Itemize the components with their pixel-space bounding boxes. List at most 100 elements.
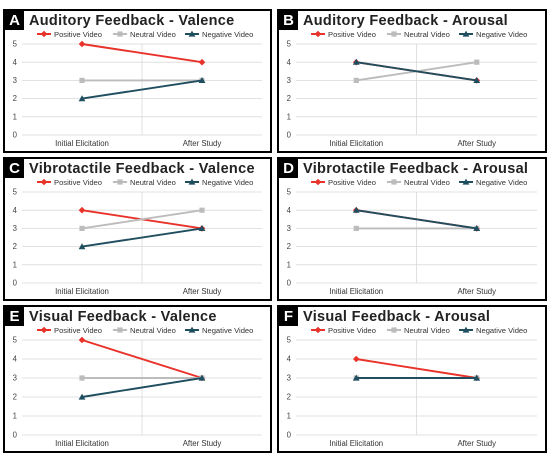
- data-point: [352, 58, 360, 65]
- y-tick-label: 1: [287, 112, 291, 121]
- x-tick-label: Initial Elicitation: [329, 287, 383, 296]
- legend-marker: [314, 178, 322, 186]
- legend-marker: [117, 31, 123, 37]
- y-tick-label: 3: [287, 76, 291, 85]
- data-point: [78, 206, 86, 214]
- data-point: [79, 375, 85, 381]
- legend-label: Neutral Video: [130, 30, 176, 39]
- y-tick-label: 2: [13, 242, 17, 251]
- data-point: [79, 77, 85, 83]
- legend-marker: [188, 326, 196, 333]
- data-point: [199, 207, 205, 213]
- chart-area: Positive Video Neutral Video Negative Vide…: [287, 30, 537, 148]
- legend-marker: [391, 179, 397, 185]
- panel-letter: D: [279, 159, 298, 178]
- y-tick-label: 1: [13, 260, 17, 269]
- legend-label: Neutral Video: [404, 326, 450, 335]
- legend-marker: [462, 30, 470, 37]
- data-point: [198, 58, 206, 66]
- legend-label: Neutral Video: [404, 178, 450, 187]
- panel-title: Visual Feedback - Valence: [29, 309, 217, 325]
- chart-area: Positive Video Neutral Video Negative Vide…: [287, 178, 537, 296]
- legend-label: Positive Video: [54, 30, 102, 39]
- y-tick-label: 3: [13, 76, 17, 85]
- y-tick-label: 4: [13, 355, 18, 364]
- panel-title: Vibrotactile Feedback - Arousal: [303, 161, 529, 177]
- data-point: [198, 77, 206, 83]
- legend-marker: [314, 30, 322, 38]
- y-tick-label: 0: [287, 279, 292, 288]
- y-tick-label: 5: [13, 40, 18, 49]
- y-tick-label: 4: [13, 206, 18, 215]
- y-tick-label: 4: [287, 206, 292, 215]
- data-point: [198, 225, 206, 231]
- legend-label: Negative Video: [202, 326, 253, 335]
- y-tick-label: 3: [13, 374, 17, 383]
- x-tick-label: Initial Elicitation: [329, 439, 383, 448]
- legend-marker: [188, 30, 196, 37]
- y-tick-label: 2: [287, 94, 291, 103]
- x-tick-label: After Study: [183, 139, 222, 148]
- legend-marker: [391, 327, 397, 333]
- y-tick-label: 1: [287, 412, 291, 421]
- panel-d: D Vibrotactile Feedback - Arousal Positi…: [277, 157, 547, 301]
- data-point: [352, 355, 360, 363]
- legend-label: Negative Video: [476, 178, 527, 187]
- data-point: [78, 393, 86, 400]
- data-point: [352, 374, 360, 381]
- legend-marker: [462, 178, 470, 185]
- data-point: [79, 225, 85, 231]
- x-tick-label: After Study: [457, 139, 496, 148]
- series-line-negative-video: [81, 79, 203, 100]
- x-tick-label: After Study: [183, 287, 222, 296]
- chart-area: Positive Video Neutral Video Negative Vide…: [13, 178, 262, 296]
- series-line-neutral-video: [81, 209, 203, 230]
- y-tick-label: 5: [287, 188, 292, 197]
- data-point: [353, 77, 359, 83]
- legend-label: Positive Video: [328, 30, 376, 39]
- legend-marker: [117, 179, 123, 185]
- y-tick-label: 0: [13, 279, 18, 288]
- y-tick-label: 5: [13, 336, 18, 345]
- legend-label: Positive Video: [54, 326, 102, 335]
- panel-title: Visual Feedback - Arousal: [303, 309, 491, 325]
- y-tick-label: 3: [287, 374, 291, 383]
- chart-area: Positive Video Neutral Video Negative Vide…: [13, 30, 262, 148]
- panel-b: B Auditory Feedback - Arousal Positive V…: [277, 9, 547, 153]
- data-point: [473, 225, 481, 231]
- x-tick-label: After Study: [457, 287, 496, 296]
- panel-letter: C: [5, 159, 24, 178]
- x-tick-label: After Study: [457, 439, 496, 448]
- y-tick-label: 1: [287, 260, 291, 269]
- y-tick-label: 2: [287, 393, 291, 402]
- y-tick-label: 1: [13, 412, 17, 421]
- y-tick-label: 0: [13, 431, 18, 440]
- data-point: [474, 59, 480, 65]
- series-line-negative-video: [356, 209, 477, 230]
- panel-e: E Visual Feedback - Valence Positive Vid…: [3, 305, 272, 453]
- data-point: [198, 374, 206, 381]
- chart-area: Positive Video Neutral Video Negative Vide…: [287, 326, 537, 448]
- x-tick-label: Initial Elicitation: [55, 439, 109, 448]
- y-tick-label: 2: [13, 94, 17, 103]
- chart-area: Positive Video Neutral Video Negative Vide…: [13, 326, 262, 448]
- panel-a: A Auditory Feedback - Valence Positive V…: [3, 9, 272, 153]
- series-line-positive-video: [356, 358, 477, 379]
- y-tick-label: 3: [287, 224, 291, 233]
- panel-c: C Vibrotactile Feedback - Valence Positi…: [3, 157, 272, 301]
- legend-marker: [40, 326, 48, 334]
- data-point: [78, 95, 86, 102]
- series-line-negative-video: [81, 227, 203, 248]
- data-point: [353, 225, 359, 231]
- legend-label: Positive Video: [328, 178, 376, 187]
- y-tick-label: 4: [287, 355, 292, 364]
- series-line-negative-video: [356, 61, 477, 82]
- legend-marker: [188, 178, 196, 185]
- series-line-positive-video: [81, 339, 203, 379]
- legend-label: Neutral Video: [130, 326, 176, 335]
- x-tick-label: Initial Elicitation: [329, 139, 383, 148]
- legend-label: Negative Video: [476, 326, 527, 335]
- y-tick-label: 5: [287, 40, 292, 49]
- legend-marker: [40, 178, 48, 186]
- panel-letter: B: [279, 11, 298, 30]
